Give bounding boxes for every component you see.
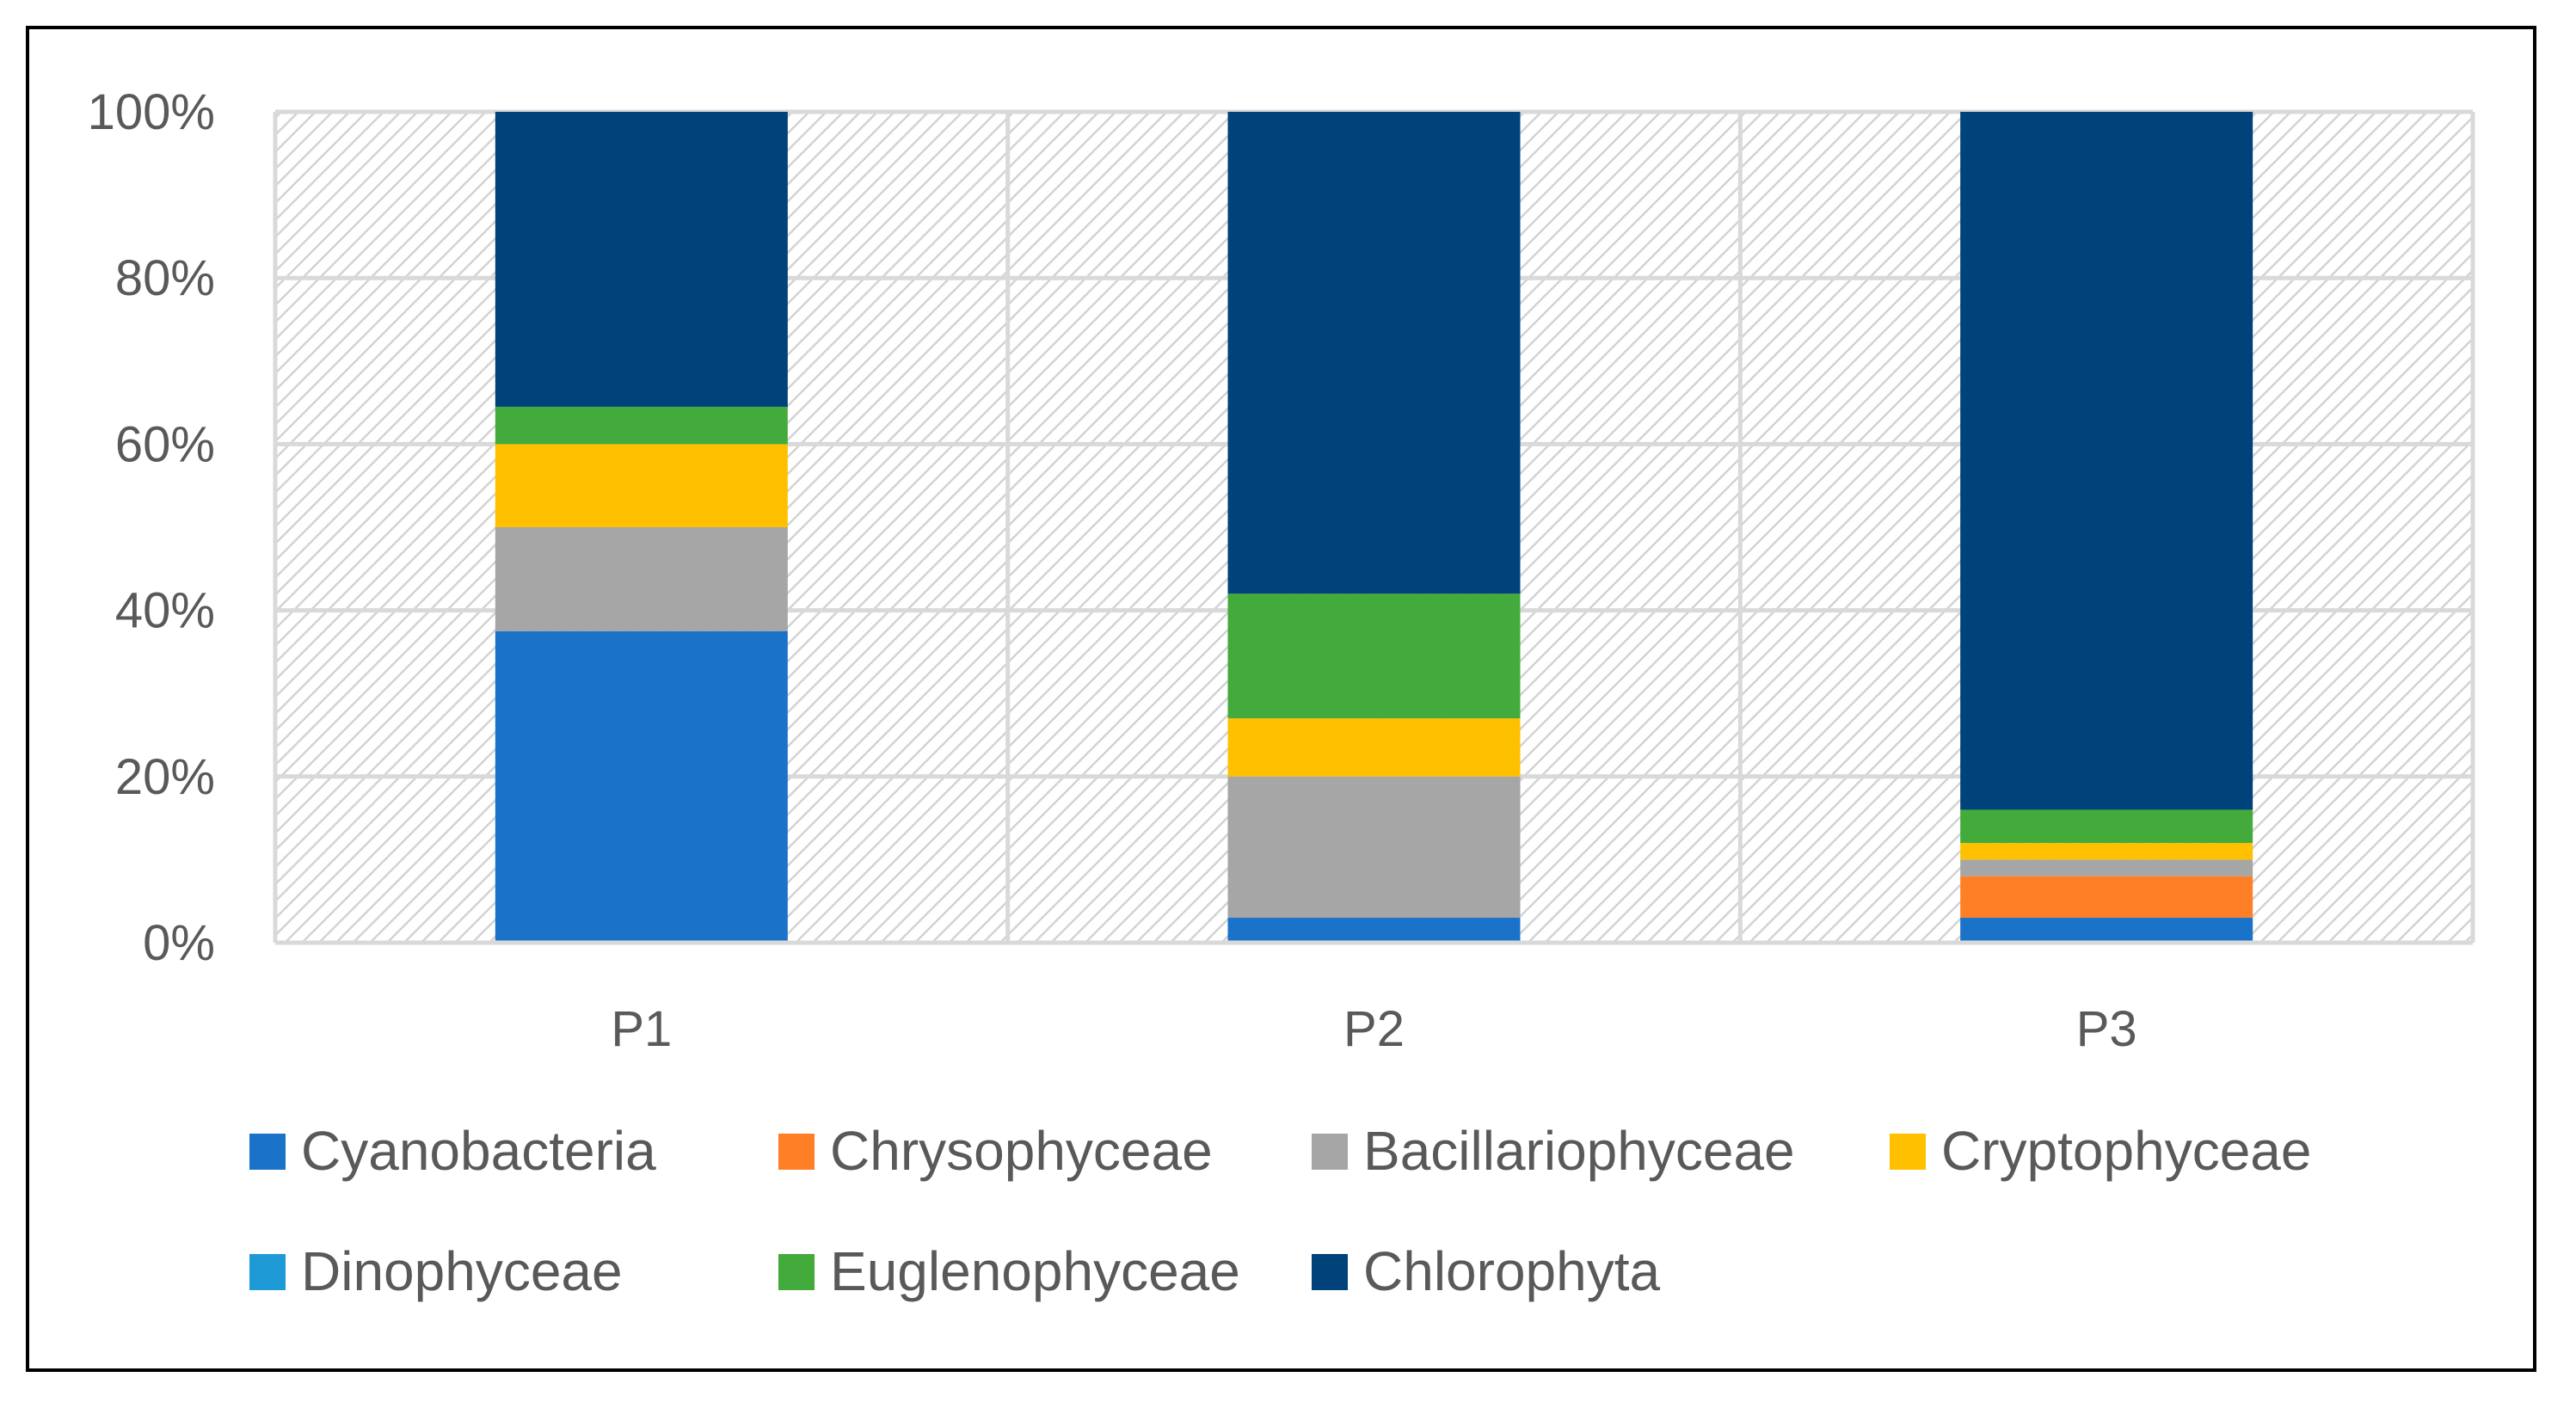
y-tick-label: 80% [115, 250, 215, 306]
bars [495, 112, 2253, 943]
x-tick-label: P1 [611, 1001, 672, 1057]
bar-segment-cryptophyceae-p1 [495, 444, 788, 527]
legend-swatch-chlorophyta [1312, 1254, 1348, 1290]
y-tick-label: 40% [115, 583, 215, 639]
x-tick-label: P2 [1343, 1001, 1405, 1057]
legend-label-bacillariophyceae: Bacillariophyceae [1363, 1120, 1795, 1182]
legend-label-cryptophyceae: Cryptophyceae [1941, 1120, 2311, 1182]
bar-segment-chrysophyceae-p3 [1960, 876, 2253, 919]
legend-label-cyanobacteria: Cyanobacteria [301, 1120, 656, 1182]
legend-label-dinophyceae: Dinophyceae [301, 1240, 623, 1302]
legend-swatch-cryptophyceae [1890, 1134, 1926, 1170]
bar-segment-cyanobacteria-p1 [495, 630, 788, 943]
y-tick-label: 60% [115, 416, 215, 472]
axes: 0% 20% 40% 60% 80% 100% P1 P2 P3 [88, 84, 2473, 1057]
legend-label-chlorophyta: Chlorophyta [1363, 1240, 1661, 1302]
bar-segment-cryptophyceae-p2 [1227, 718, 1521, 777]
y-tick-label: 100% [88, 84, 215, 140]
legend-label-chrysophyceae: Chrysophyceae [830, 1120, 1213, 1182]
bar-segment-chlorophyta-p1 [495, 112, 788, 407]
bar-segment-euglenophyceae-p1 [495, 406, 788, 445]
legend: Cyanobacteria Chrysophyceae Bacillariophyc… [249, 1120, 2311, 1302]
legend-swatch-bacillariophyceae [1312, 1134, 1348, 1170]
bar-segment-bacillariophyceae-p3 [1960, 859, 2253, 876]
bar-segment-cyanobacteria-p2 [1227, 918, 1521, 943]
bar-segment-cryptophyceae-p3 [1960, 843, 2253, 860]
legend-swatch-chrysophyceae [778, 1134, 815, 1170]
bar-segment-bacillariophyceae-p1 [495, 527, 788, 631]
bar-segment-euglenophyceae-p3 [1960, 809, 2253, 844]
bar-segment-euglenophyceae-p2 [1227, 593, 1521, 719]
bar-segment-bacillariophyceae-p2 [1227, 776, 1521, 919]
legend-swatch-cyanobacteria [249, 1134, 286, 1170]
legend-swatch-euglenophyceae [778, 1254, 815, 1290]
x-tick-label: P3 [2076, 1001, 2137, 1057]
bar-segment-cyanobacteria-p3 [1960, 918, 2253, 943]
bar-segment-chlorophyta-p3 [1960, 112, 2253, 810]
legend-label-euglenophyceae: Euglenophyceae [830, 1240, 1240, 1302]
y-tick-label: 0% [143, 915, 215, 971]
bar-segment-chlorophyta-p2 [1227, 112, 1521, 594]
legend-swatch-dinophyceae [249, 1254, 286, 1290]
y-tick-label: 20% [115, 749, 215, 805]
